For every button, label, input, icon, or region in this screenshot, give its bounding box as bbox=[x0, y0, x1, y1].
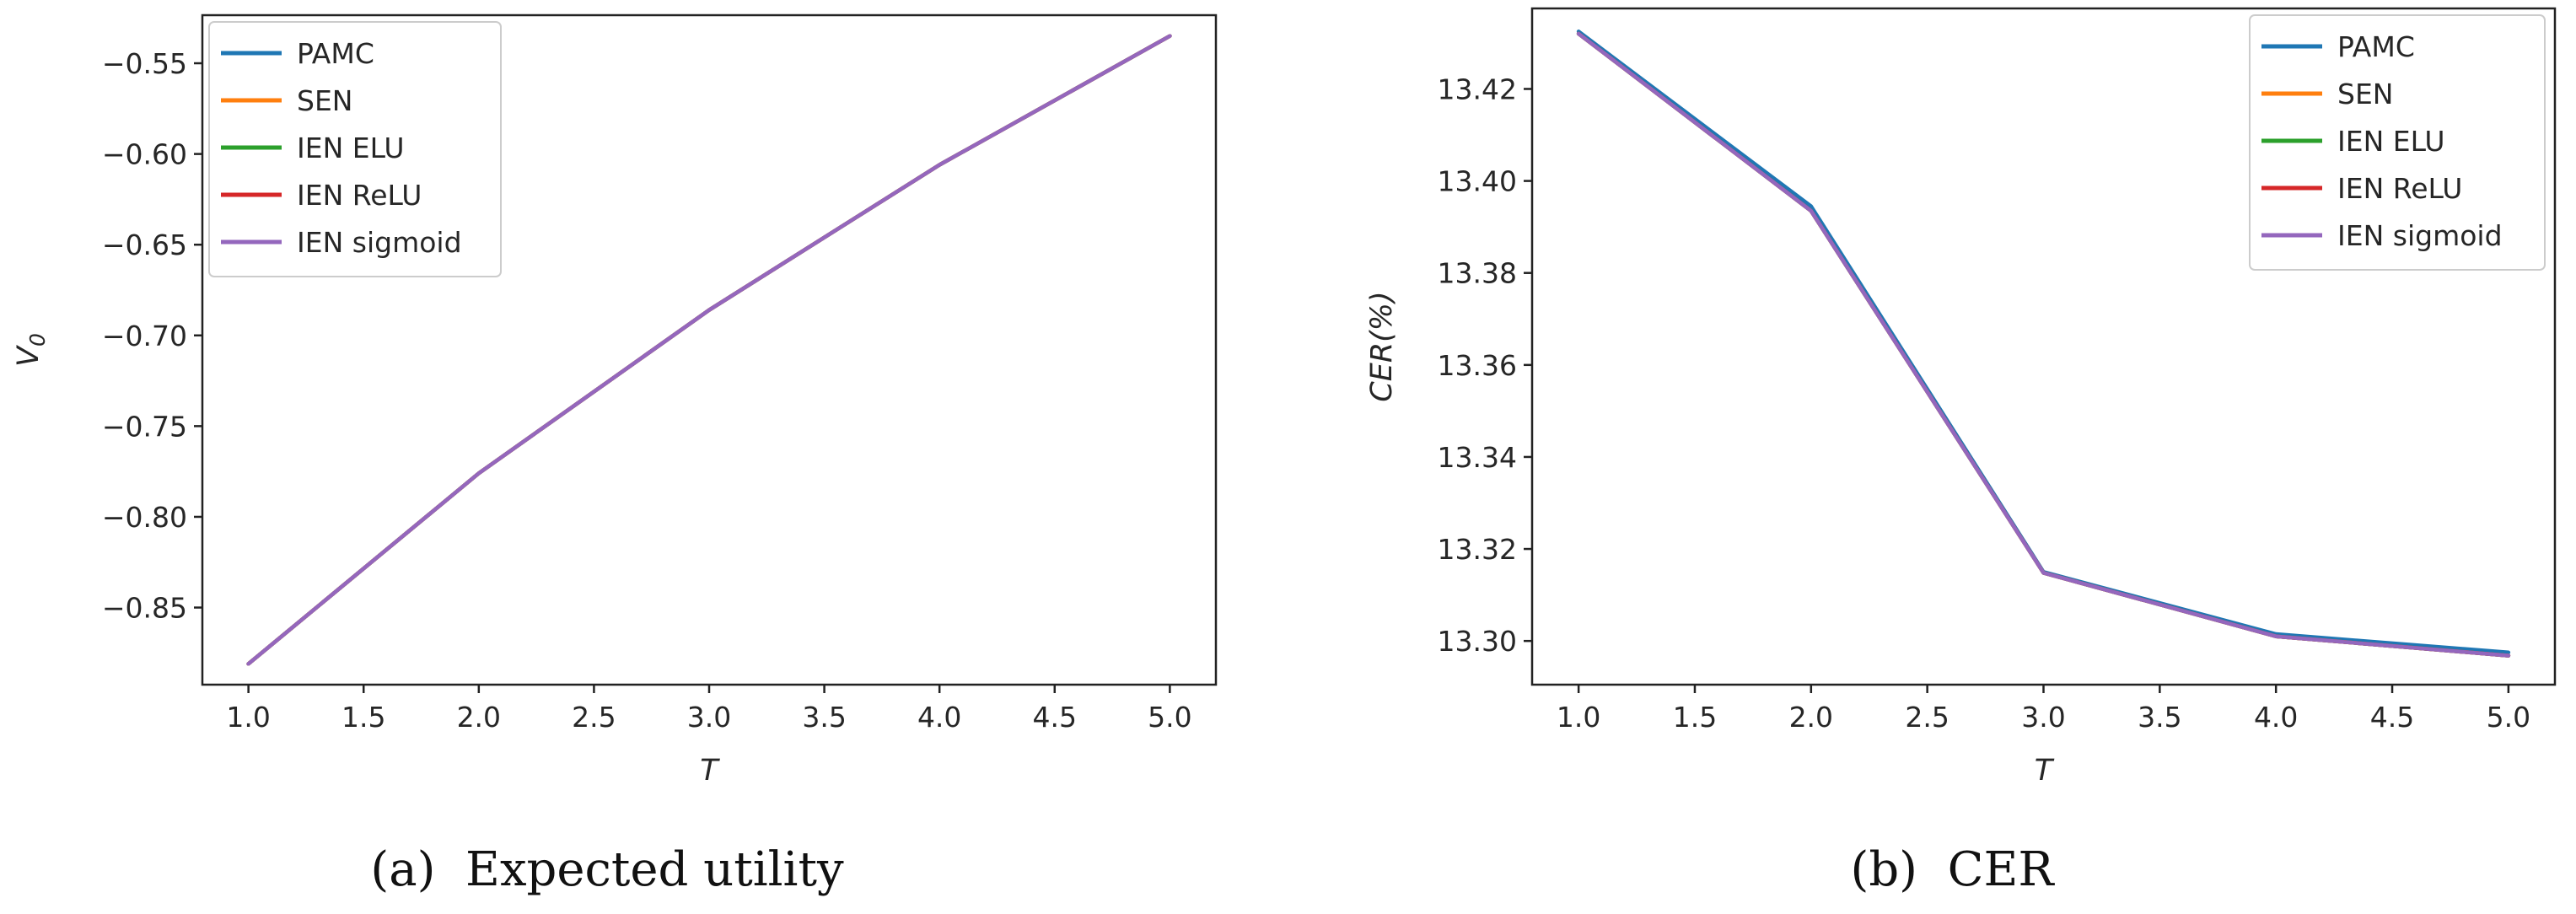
x-tick-label: 4.0 bbox=[917, 701, 961, 734]
y-axis-label: CER(%) bbox=[1365, 291, 1399, 401]
subfigure-caption: (b) CER bbox=[1850, 842, 2055, 897]
x-tick-label: 5.0 bbox=[1148, 701, 1191, 734]
legend-label: IEN sigmoid bbox=[297, 226, 462, 259]
legend-label: IEN ReLU bbox=[297, 179, 422, 212]
x-tick-label: 2.5 bbox=[572, 701, 616, 734]
x-tick-label: 4.5 bbox=[2370, 701, 2414, 734]
y-axis-label: V0 bbox=[12, 333, 50, 367]
x-tick-label: 3.5 bbox=[802, 701, 846, 734]
chart-cer: 1.0 1.5 2.0 2.5 3.0 3.5 4.0 4.5 5.0 13.30 13.32 13.… bbox=[1365, 7, 2557, 897]
y-tick-label: −0.75 bbox=[102, 410, 187, 443]
y-tick-label: −0.55 bbox=[102, 47, 187, 80]
y-tick-label: 13.32 bbox=[1438, 533, 1517, 566]
x-axis-label: T bbox=[2035, 754, 2055, 788]
legend-label: PAMC bbox=[297, 37, 374, 70]
y-tick-label: 13.40 bbox=[1438, 165, 1517, 198]
x-tick-label: 5.0 bbox=[2487, 701, 2530, 734]
x-axis-label: T bbox=[700, 754, 720, 788]
x-tick-label: 2.5 bbox=[1905, 701, 1949, 734]
y-tick-label: −0.70 bbox=[102, 320, 187, 352]
legend-label: IEN ReLU bbox=[2337, 172, 2462, 205]
x-tick-label: 1.0 bbox=[1557, 701, 1600, 734]
legend: PAMC SEN IEN ELU IEN ReLU IEN sigmoid bbox=[2249, 14, 2546, 271]
y-tick-label: 13.38 bbox=[1438, 257, 1517, 290]
series-line-ien-sigmoid bbox=[1576, 31, 2511, 658]
y-tick-label: −0.85 bbox=[102, 592, 187, 625]
y-tick-label: 13.30 bbox=[1438, 625, 1517, 658]
y-tick-label: −0.65 bbox=[102, 228, 187, 261]
x-tick-label: 1.0 bbox=[226, 701, 270, 734]
legend-label: SEN bbox=[2337, 78, 2393, 110]
chart-expected-utility: 1.0 1.5 2.0 2.5 3.0 3.5 4.0 4.5 5.0 −0.85 −0.80 −0.… bbox=[12, 13, 1218, 897]
legend-box bbox=[208, 21, 502, 277]
legend-label: IEN sigmoid bbox=[2337, 219, 2503, 252]
y-tick-label: −0.80 bbox=[102, 501, 187, 534]
x-tick-label: 1.5 bbox=[1673, 701, 1717, 734]
legend-box bbox=[2249, 14, 2546, 271]
series-line-ien-sigmoid bbox=[246, 34, 1172, 666]
y-tick-label: 13.42 bbox=[1438, 73, 1517, 105]
legend: PAMC SEN IEN ELU IEN ReLU IEN sigmoid bbox=[208, 21, 502, 277]
x-tick-label: 4.5 bbox=[1033, 701, 1077, 734]
legend-label: IEN ELU bbox=[2337, 125, 2445, 158]
x-tick-label: 2.0 bbox=[457, 701, 501, 734]
legend-label: IEN ELU bbox=[297, 132, 405, 164]
y-tick-label: 13.36 bbox=[1438, 349, 1517, 382]
x-tick-label: 3.0 bbox=[687, 701, 731, 734]
legend-label: PAMC bbox=[2337, 30, 2415, 63]
x-tick-label: 4.0 bbox=[2254, 701, 2298, 734]
subfigure-caption: (a) Expected utility bbox=[370, 842, 844, 897]
y-tick-label: 13.34 bbox=[1438, 441, 1517, 474]
x-tick-label: 2.0 bbox=[1789, 701, 1833, 734]
legend-label: SEN bbox=[297, 84, 352, 117]
x-tick-label: 3.5 bbox=[2138, 701, 2181, 734]
x-tick-label: 1.5 bbox=[341, 701, 385, 734]
x-tick-label: 3.0 bbox=[2021, 701, 2065, 734]
y-tick-label: −0.60 bbox=[102, 138, 187, 171]
